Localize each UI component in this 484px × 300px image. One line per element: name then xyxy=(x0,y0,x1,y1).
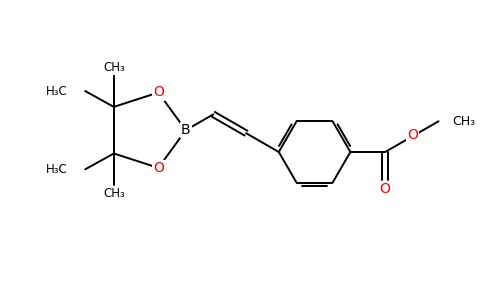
Text: H₃C: H₃C xyxy=(45,85,67,98)
Text: CH₃: CH₃ xyxy=(103,61,125,74)
Text: H₃C: H₃C xyxy=(45,163,67,176)
Text: CH₃: CH₃ xyxy=(103,187,125,200)
Text: O: O xyxy=(380,182,391,196)
Text: B: B xyxy=(181,123,191,137)
Text: O: O xyxy=(408,128,418,142)
Text: CH₃: CH₃ xyxy=(453,115,476,128)
Text: O: O xyxy=(153,161,164,175)
Text: O: O xyxy=(153,85,164,100)
